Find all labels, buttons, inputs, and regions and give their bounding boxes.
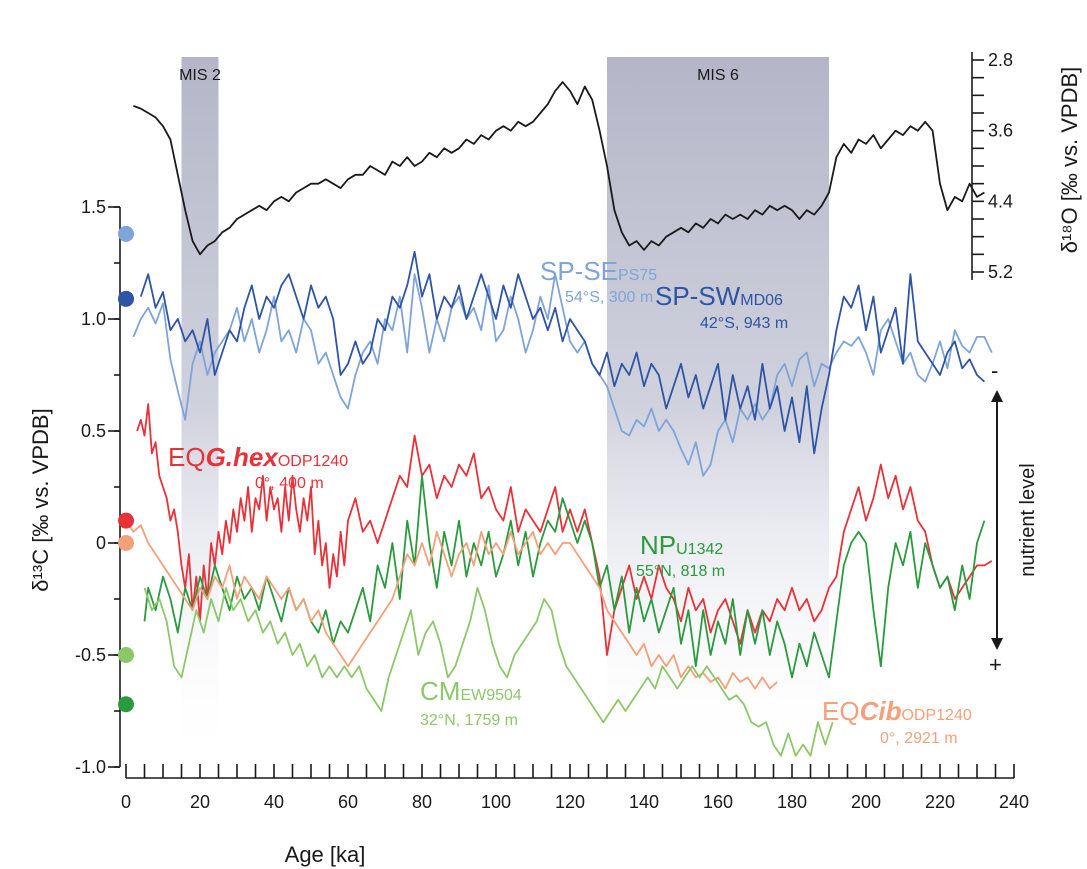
series-label-italic: Cib [860, 696, 902, 726]
series-marker-1 [118, 290, 134, 307]
series-label-main: SP-SW [655, 281, 741, 311]
x-tick-label: 140 [629, 792, 659, 812]
nutrient-bottom-sign: + [989, 652, 1002, 677]
series-marker-5 [118, 696, 134, 713]
x-tick-label: 120 [555, 792, 585, 812]
series-note-1: 54°S, 300 m [565, 289, 653, 306]
nutrient-arrow-up [991, 390, 1003, 402]
right-y-axis: 2.8 3.6 4.4 5.2 [971, 50, 1013, 282]
series-note-5: 0°, 2921 m [880, 730, 958, 747]
x-tick-label: 100 [481, 792, 511, 812]
series-marker-4 [118, 647, 134, 663]
series-markers [118, 225, 134, 713]
nutrient-label: nutrient level [1017, 463, 1039, 576]
mis-band-label-1: MIS 6 [697, 67, 739, 84]
series-line-1 [132, 273, 993, 477]
series-marker-3 [118, 535, 134, 551]
left-tick-label: 1.5 [81, 197, 106, 217]
series-note-2: 42°S, 943 m [700, 315, 788, 332]
series-label-sub: ODP1240 [901, 707, 971, 724]
left-axis-title: δ¹³C [‰ vs. VPDB] [28, 408, 53, 591]
x-tick-label: 160 [703, 792, 733, 812]
series-lines [125, 81, 993, 757]
series-line-5 [125, 520, 778, 690]
nutrient-arrow-down [991, 638, 1003, 650]
mis-band-label-0: MIS 2 [179, 67, 221, 84]
x-tick-label: 20 [190, 792, 210, 812]
series-marker-2 [118, 512, 134, 529]
series-marker-0 [118, 225, 134, 242]
x-tick-label: 200 [851, 792, 881, 812]
series-label-sub: MD06 [740, 292, 783, 309]
nutrient-top-sign: - [991, 358, 998, 383]
series-label-6: CMEW9504 [420, 676, 522, 706]
right-tick-label: 5.2 [988, 262, 1013, 282]
left-tick-label: 0 [96, 533, 106, 553]
series-label-main: NP [640, 530, 676, 560]
x-tick-label: 240 [999, 792, 1029, 812]
series-label-sub: U1342 [676, 541, 723, 558]
series-line-6 [143, 586, 834, 757]
series-label-1: SP-SEPS75 [540, 256, 657, 286]
series-label-italic: G.hex [206, 442, 280, 472]
series-label-3: EQG.hexODP1240 [168, 442, 348, 472]
series-label-main: EQ [168, 442, 206, 472]
series-label-5: EQCibODP1240 [822, 696, 972, 726]
series-labels: SP-SEPS75 54°S, 300 m SP-SWMD06 42°S, 943 m… [168, 256, 972, 747]
left-tick-label: -1.0 [75, 757, 106, 777]
right-tick-label: 3.6 [988, 121, 1013, 141]
left-tick-label: -0.5 [75, 645, 106, 665]
x-axis-title: Age [ka] [285, 842, 366, 867]
x-tick-label: 180 [777, 792, 807, 812]
x-tick-label: 220 [925, 792, 955, 812]
left-tick-label: 0.5 [81, 421, 106, 441]
mis-band-labels: MIS 2 MIS 6 [179, 67, 739, 84]
right-tick-label: 4.4 [988, 191, 1013, 211]
series-line-2 [139, 250, 986, 455]
series-label-4: NPU1342 [640, 530, 723, 560]
nutrient-indicator: - + nutrient level [989, 358, 1039, 677]
x-tick-label: 60 [338, 792, 358, 812]
series-label-2: SP-SWMD06 [655, 281, 783, 311]
series-label-sub: EW9504 [460, 687, 521, 704]
series-label-main: EQ [822, 696, 860, 726]
series-note-4: 55°N, 818 m [636, 563, 725, 580]
series-label-main: SP-SE [540, 256, 618, 286]
mis-band-1 [607, 57, 829, 767]
right-axis-title: δ¹⁸O [‰ vs. VPDB] [1057, 67, 1082, 254]
series-line-0 [133, 81, 985, 256]
left-y-axis: 1.5 1.0 0.5 0 -0.5 -1.0 [75, 197, 121, 777]
series-line-3 [136, 403, 993, 656]
x-tick-label: 40 [264, 792, 284, 812]
series-note-6: 32°N, 1759 m [420, 712, 518, 729]
right-tick-label: 2.8 [988, 50, 1013, 70]
series-label-sub: PS75 [618, 267, 657, 284]
series-label-main: CM [420, 676, 460, 706]
left-tick-label: 1.0 [81, 309, 106, 329]
series-note-3: 0°, 400 m [255, 475, 324, 492]
series-label-sub: ODP1240 [278, 453, 348, 470]
series-line-4 [143, 474, 986, 679]
x-axis: 0 20 40 60 80 100 120 140 160 180 200 220 240 [121, 764, 1029, 812]
x-tick-label: 0 [121, 792, 131, 812]
mis-bands [181, 57, 829, 767]
x-tick-label: 80 [412, 792, 432, 812]
